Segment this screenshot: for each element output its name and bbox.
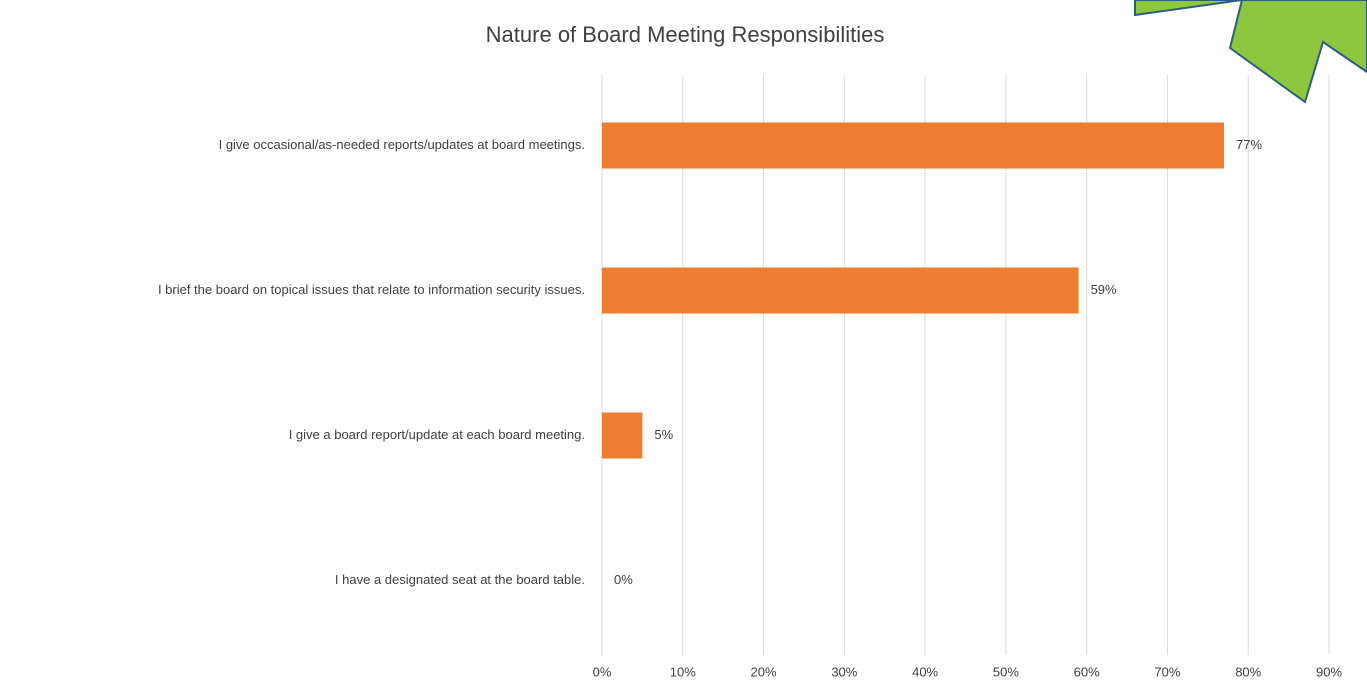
x-tick-label: 10%: [670, 664, 696, 679]
category-label: I have a designated seat at the board ta…: [335, 572, 585, 587]
data-label: 77%: [1236, 137, 1262, 152]
x-tick-label: 70%: [1154, 664, 1180, 679]
category-label: I brief the board on topical issues that…: [158, 282, 585, 297]
chart-title: Nature of Board Meeting Responsibilities: [486, 22, 885, 47]
x-tick-label: 50%: [993, 664, 1019, 679]
data-label: 59%: [1091, 282, 1117, 297]
x-tick-label: 60%: [1074, 664, 1100, 679]
x-tick-label: 90%: [1316, 664, 1342, 679]
star-decoration: [1134, 0, 1367, 104]
bar: [602, 412, 643, 459]
x-tick-label: 30%: [831, 664, 857, 679]
data-label: 5%: [654, 427, 673, 442]
x-tick-label: 20%: [751, 664, 777, 679]
category-label: I give a board report/update at each boa…: [289, 427, 585, 442]
bar: [602, 267, 1079, 314]
x-tick-label: 40%: [912, 664, 938, 679]
x-tick-label: 0%: [593, 664, 612, 679]
x-tick-label: 80%: [1235, 664, 1261, 679]
category-label: I give occasional/as-needed reports/upda…: [219, 137, 585, 152]
bar: [602, 122, 1224, 169]
data-label: 0%: [614, 572, 633, 587]
